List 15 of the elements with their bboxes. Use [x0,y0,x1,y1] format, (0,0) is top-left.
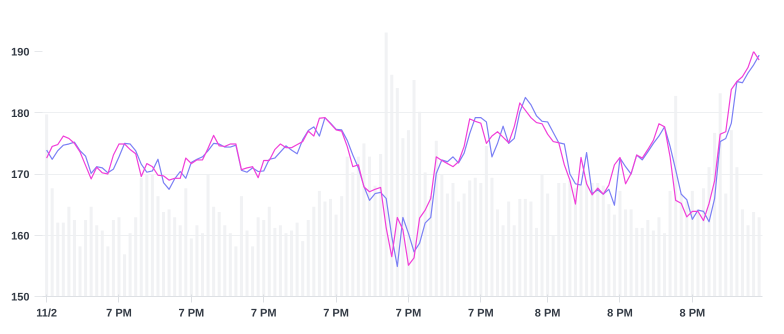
x-tick-label: 7 PM [106,308,132,320]
x-tick-label: 8 PM [534,308,560,320]
y-tick-label: 190 [11,46,30,58]
x-tick-label: 7 PM [396,308,422,320]
y-tick-label: 160 [11,230,30,242]
x-tick-label: 7 PM [323,308,349,320]
x-tick-label: 8 PM [680,308,706,320]
y-tick-label: 180 [11,108,30,120]
x-tick-label: 7 PM [468,308,494,320]
y-tick-label: 150 [11,292,30,304]
y-tick-label: 170 [11,169,30,181]
x-tick-label: 8 PM [607,308,633,320]
x-tick-label: 11/2 [36,308,58,320]
x-tick-label: 7 PM [250,308,277,320]
x-tick-label: 7 PM [178,308,204,320]
